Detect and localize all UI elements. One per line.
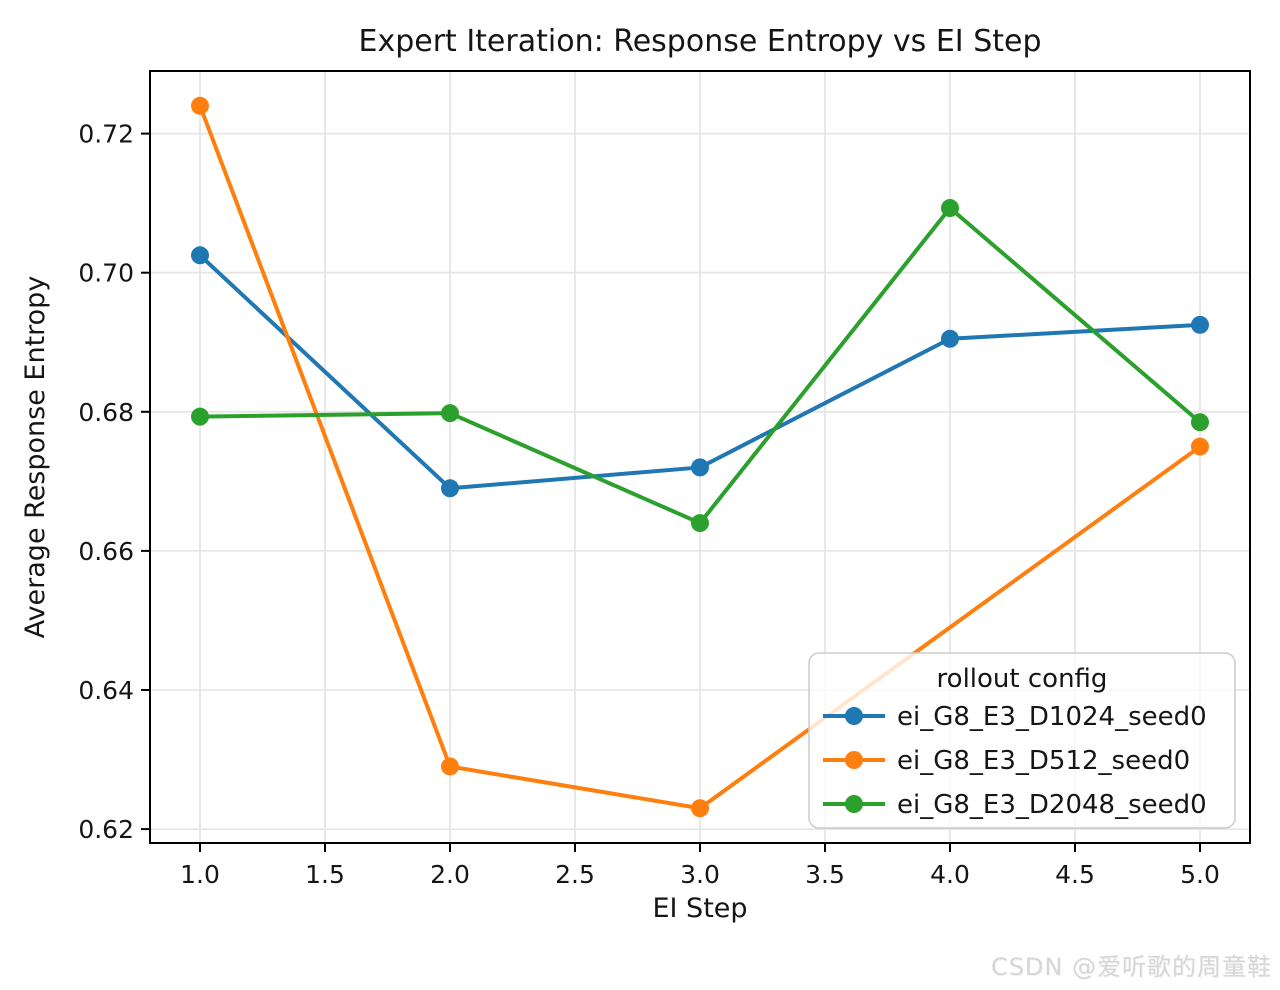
y-tick-label: 0.68 (78, 398, 134, 427)
y-tick-label: 0.64 (78, 676, 134, 705)
x-tick-label: 4.0 (930, 860, 970, 889)
x-tick-label: 3.0 (680, 860, 720, 889)
legend-entry-label: ei_G8_E3_D512_seed0 (897, 746, 1190, 776)
y-tick-label: 0.72 (78, 120, 134, 149)
grid-lines (150, 71, 1250, 843)
x-tick-label: 3.5 (805, 860, 845, 889)
legend-swatch-marker (845, 707, 863, 725)
y-tick-label: 0.70 (78, 259, 134, 288)
data-point (941, 329, 959, 348)
y-tick-label: 0.66 (78, 537, 134, 566)
data-point (441, 757, 459, 776)
x-tick-label: 5.0 (1180, 860, 1220, 889)
x-tick-label: 4.5 (1055, 860, 1095, 889)
legend: rollout config ei_G8_E3_D1024_seed0 ei_G8_… (808, 652, 1236, 829)
legend-entry: ei_G8_E3_D2048_seed0 (823, 790, 1207, 820)
data-point (691, 799, 709, 818)
legend-swatch-marker (845, 795, 863, 813)
legend-entry: ei_G8_E3_D1024_seed0 (823, 702, 1207, 732)
x-tick-label: 2.0 (430, 860, 470, 889)
chart-title: Expert Iteration: Response Entropy vs EI… (358, 24, 1042, 59)
data-point (191, 246, 209, 265)
data-point (691, 514, 709, 533)
axes-ticks: 1.0 1.5 2.0 2.5 3.0 3.5 4.0 4.5 5.0 0.62 0.64 0.66 0… (78, 120, 1220, 889)
data-point (1191, 315, 1209, 334)
x-tick-label: 1.0 (180, 860, 220, 889)
data-point (691, 458, 709, 477)
legend-title: rollout config (937, 664, 1108, 694)
y-axis-label: Average Response Entropy (20, 275, 51, 639)
series-ei_G8_E3_D512_seed0 (191, 96, 1209, 818)
data-point (441, 404, 459, 423)
x-tick-label: 1.5 (305, 860, 345, 889)
data-point (941, 199, 959, 218)
legend-entry-label: ei_G8_E3_D1024_seed0 (897, 702, 1207, 732)
x-tick-label: 2.5 (555, 860, 595, 889)
legend-box (808, 652, 1236, 829)
data-point (191, 96, 209, 115)
data-point (1191, 413, 1209, 432)
data-point (1191, 437, 1209, 456)
series-ei_G8_E3_D1024_seed0 (191, 246, 1209, 498)
watermark: CSDN @爱听歌的周童鞋 (990, 953, 1272, 981)
y-tick-label: 0.62 (78, 815, 134, 844)
data-point (441, 479, 459, 498)
legend-swatch-marker (845, 751, 863, 769)
data-point (191, 407, 209, 426)
legend-entry-label: ei_G8_E3_D2048_seed0 (897, 790, 1207, 820)
x-axis-label: EI Step (652, 893, 748, 924)
series-ei_G8_E3_D2048_seed0 (191, 199, 1209, 533)
legend-entry: ei_G8_E3_D512_seed0 (823, 746, 1190, 776)
